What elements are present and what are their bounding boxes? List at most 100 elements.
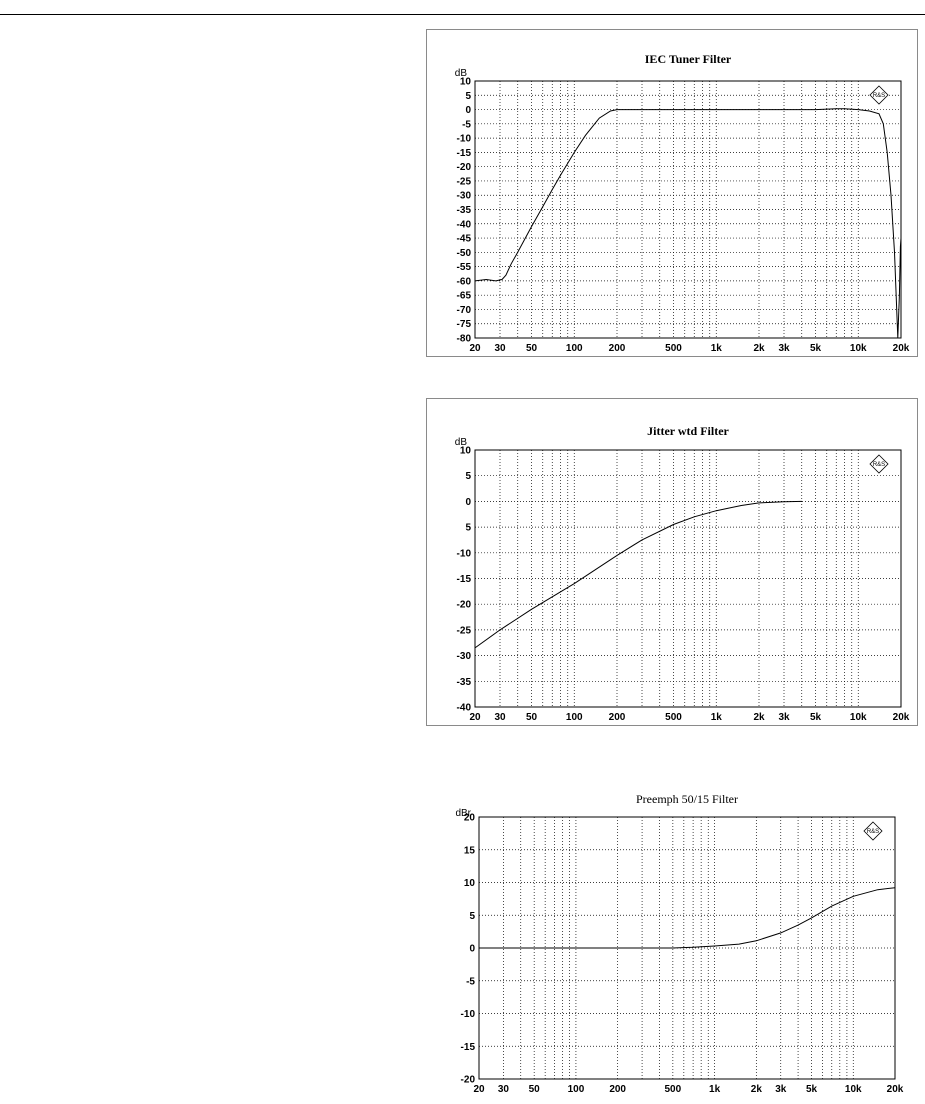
y-tick-label: -10 <box>457 134 472 145</box>
rs-logo-icon: R&S <box>869 454 889 474</box>
y-tick-label: -60 <box>457 276 472 287</box>
y-axis-unit-label: dBr <box>455 808 471 819</box>
y-tick-label: 20 <box>464 813 476 824</box>
x-tick-label: 1k <box>711 712 723 723</box>
y-tick-label: -45 <box>457 234 472 245</box>
x-gridlines <box>499 450 859 707</box>
x-tick-label: 10k <box>845 1084 862 1095</box>
x-tick-label: 5k <box>810 712 822 723</box>
rs-logo-diamond <box>863 821 883 841</box>
x-tick-label: 3k <box>775 1084 787 1095</box>
y-tick-label: -25 <box>457 625 472 636</box>
page-top-rule <box>0 14 925 15</box>
rs-logo-diamond <box>869 85 889 105</box>
x-tick-label: 50 <box>529 1084 541 1095</box>
y-tick-label: -15 <box>457 574 472 585</box>
x-tick-label: 20 <box>473 1084 485 1095</box>
chart-title: Jitter wtd Filter <box>647 424 729 438</box>
series-line-0 <box>474 108 902 339</box>
x-tick-label: 20 <box>469 343 481 354</box>
x-tick-label: 200 <box>609 1084 626 1095</box>
chart-2: Preemph 50/15 FilterdBr20151050-5-10-15-… <box>455 792 904 1095</box>
x-tick-label: 1k <box>711 343 723 354</box>
y-tick-label: -30 <box>457 191 472 202</box>
y-tick-label: 5 <box>465 91 471 102</box>
y-tick-label: -35 <box>457 677 472 688</box>
x-tick-label: 1k <box>709 1084 721 1095</box>
x-tick-label: 5k <box>810 343 822 354</box>
chart-frame-jitter: Jitter wtd Filter dB 10 5 0 5 -10 -15 -20 -25 -30-… <box>426 398 918 726</box>
y-tick-label: -35 <box>457 205 472 216</box>
chart-frame-preemph: Preemph 50/15 Filter dBr 20 15 10 5 0 -5 -10 -15-… <box>426 780 916 1100</box>
x-tick-label: 100 <box>566 343 583 354</box>
y-tick-label: 5 <box>465 523 471 534</box>
y-tick-label: 15 <box>464 845 476 856</box>
x-tick-label: 5k <box>806 1084 818 1095</box>
x-tick-label: 500 <box>665 343 682 354</box>
x-tick-label: 500 <box>665 1084 682 1095</box>
rs-logo-text: R&S <box>873 462 885 468</box>
x-tick-label: 20k <box>893 712 910 723</box>
chart-frame-iec-tuner: IEC Tuner Filter dB 10 5 0 -5 -10 -15 -20 -25 -30-… <box>426 29 918 357</box>
x-tick-label: 100 <box>568 1084 585 1095</box>
rs-logo-icon: R&S <box>869 85 889 105</box>
y-tick-label: -30 <box>457 651 472 662</box>
y-tick-label: -5 <box>462 119 471 130</box>
x-tick-label: 2k <box>753 343 765 354</box>
x-tick-label: 2k <box>751 1084 763 1095</box>
x-tick-label: 20k <box>893 343 910 354</box>
y-tick-label: -65 <box>457 291 472 302</box>
chart-title: IEC Tuner Filter <box>645 52 732 66</box>
x-tick-label: 500 <box>665 712 682 723</box>
series-line-0 <box>479 887 896 949</box>
series-line-0 <box>474 500 802 649</box>
rs-logo-diamond <box>869 454 889 474</box>
x-tick-label: 100 <box>566 712 583 723</box>
y-tick-label: 10 <box>460 446 472 457</box>
plot-area <box>474 449 902 708</box>
y-tick-label: 5 <box>465 471 471 482</box>
y-axis-unit-label: dB <box>455 68 468 79</box>
y-tick-label: -40 <box>457 219 472 230</box>
y-tick-label: -10 <box>457 548 472 559</box>
y-tick-label: -20 <box>457 600 472 611</box>
x-tick-label: 20 <box>469 712 481 723</box>
y-tick-label: 10 <box>464 878 476 889</box>
y-tick-label: 10 <box>460 77 472 88</box>
x-tick-label: 30 <box>498 1084 510 1095</box>
x-tick-label: 10k <box>850 712 867 723</box>
y-tick-label: -80 <box>457 334 472 345</box>
y-tick-label: -10 <box>461 1009 476 1020</box>
y-tick-label: -55 <box>457 262 472 273</box>
x-tick-label: 3k <box>778 343 790 354</box>
y-tick-label: -15 <box>457 148 472 159</box>
y-tick-label: -20 <box>461 1075 476 1086</box>
y-tick-label: -50 <box>457 248 472 259</box>
rs-logo-icon: R&S <box>863 821 883 841</box>
plot-area <box>474 80 902 339</box>
y-tick-label: -40 <box>457 703 472 714</box>
x-tick-label: 2k <box>753 712 765 723</box>
y-tick-label: -75 <box>457 319 472 330</box>
chart-title: Preemph 50/15 Filter <box>636 792 738 806</box>
x-tick-label: 20k <box>887 1084 904 1095</box>
y-gridlines <box>475 475 901 682</box>
y-tick-label: -15 <box>461 1042 476 1053</box>
y-tick-label: 0 <box>465 497 471 508</box>
y-axis-unit-label: dB <box>455 437 468 448</box>
chart-0: IEC Tuner FilterdB1050-5-10-15-20-25-30-… <box>455 52 910 354</box>
rs-logo-text: R&S <box>873 93 885 99</box>
y-tick-label: -70 <box>457 305 472 316</box>
x-tick-label: 200 <box>609 343 626 354</box>
x-tick-label: 30 <box>494 343 506 354</box>
x-tick-label: 10k <box>850 343 867 354</box>
rs-logo-text: R&S <box>867 829 879 835</box>
y-tick-label: -25 <box>457 176 472 187</box>
x-tick-label: 50 <box>526 712 538 723</box>
x-tick-label: 3k <box>778 712 790 723</box>
y-tick-label: 0 <box>469 944 475 955</box>
x-tick-label: 30 <box>494 712 506 723</box>
x-tick-label: 200 <box>609 712 626 723</box>
x-tick-label: 50 <box>526 343 538 354</box>
chart-1: Jitter wtd FilterdB10505-10-15-20-25-30-… <box>455 424 910 723</box>
